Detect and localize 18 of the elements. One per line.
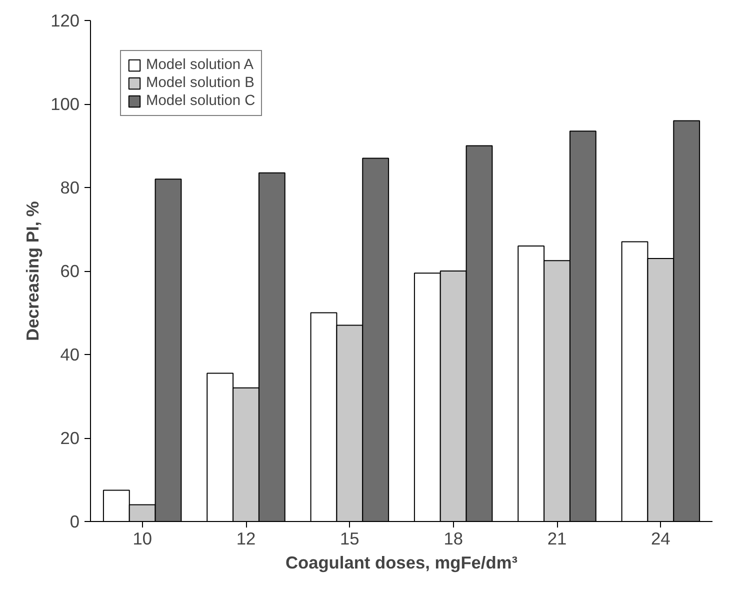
y-tick-label: 60: [60, 261, 80, 281]
x-tick-label: 21: [547, 528, 567, 548]
x-tick-label: 24: [651, 528, 671, 548]
x-axis-title: Coagulant doses, mgFe/dm³: [285, 552, 518, 572]
x-tick-label: 18: [444, 528, 463, 548]
y-tick-label: 120: [50, 10, 80, 30]
y-tick-label: 40: [60, 344, 80, 364]
legend-label: Model solution A: [146, 57, 254, 73]
y-axis-title: Decreasing PI, %: [22, 201, 43, 341]
y-tick-label: 80: [60, 178, 80, 198]
x-tick-label: 10: [132, 528, 152, 548]
y-tick-label: 0: [70, 512, 80, 532]
x-tick-label: 15: [340, 528, 360, 548]
y-tick-label: 20: [60, 428, 80, 448]
legend-label: Model solution C: [146, 93, 256, 109]
y-tick-label: 100: [50, 94, 80, 114]
legend-label: Model solution B: [146, 75, 254, 91]
x-tick-label: 12: [236, 528, 256, 548]
